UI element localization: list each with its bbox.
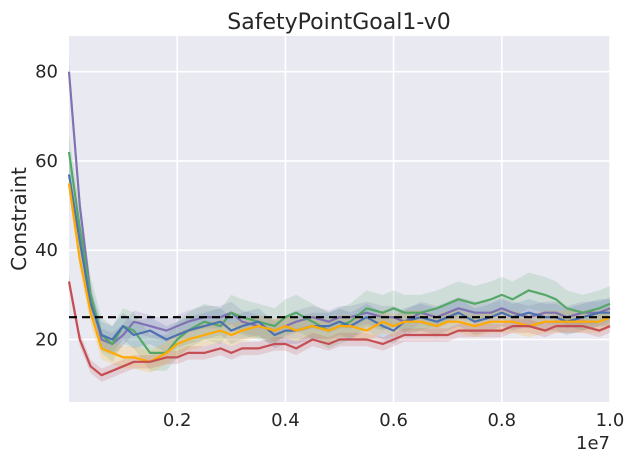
series-line-1	[67, 71, 611, 346]
plot-area	[69, 36, 610, 402]
y-tick-label: 60	[35, 151, 58, 172]
chart-title: SafetyPointGoal1-v0	[227, 10, 450, 35]
x-offset-label: 1e7	[576, 433, 610, 454]
y-tick-label: 80	[35, 62, 58, 83]
x-tick-label: 0.2	[163, 410, 192, 431]
series-lines	[67, 71, 611, 377]
y-axis-label: Constraint	[7, 167, 31, 271]
y-tick-label: 20	[35, 330, 58, 351]
y-tick-label: 40	[35, 240, 58, 261]
x-tick-label: 1.0	[596, 410, 625, 431]
x-tick-labels: 0.2 0.4 0.6 0.8 1.0	[163, 410, 624, 431]
x-tick-label: 0.4	[271, 410, 300, 431]
x-tick-label: 0.6	[379, 410, 408, 431]
x-tick-label: 0.8	[487, 410, 516, 431]
series-line-5	[67, 281, 611, 377]
series-band-5	[69, 274, 610, 382]
y-tick-labels: 20 40 60 80	[35, 62, 58, 351]
